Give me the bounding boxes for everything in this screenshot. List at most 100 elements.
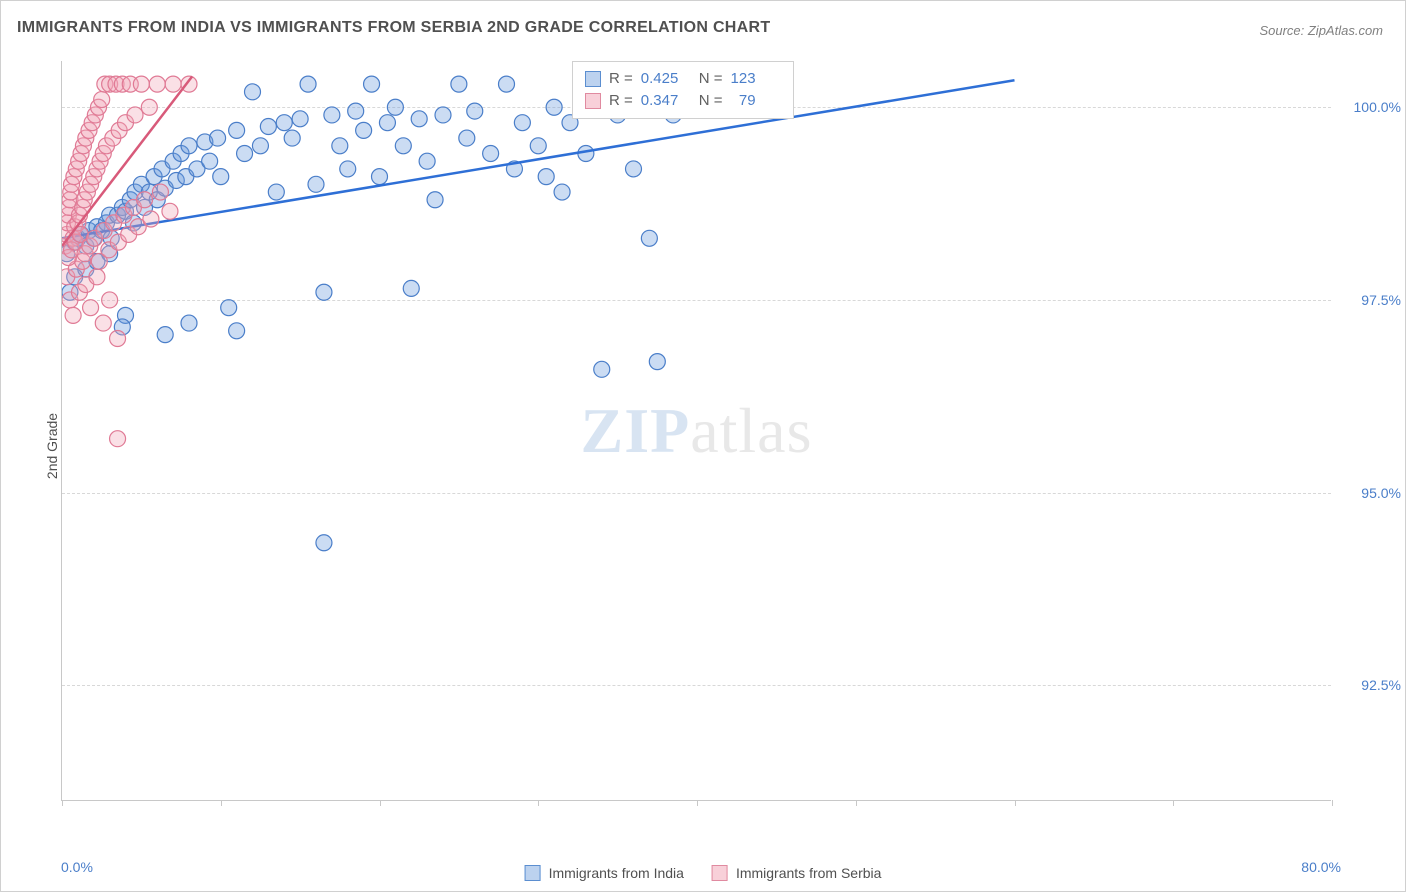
data-point xyxy=(538,169,554,185)
data-point xyxy=(372,169,388,185)
y-tick-label: 95.0% xyxy=(1341,485,1401,501)
data-point xyxy=(210,130,226,146)
data-point xyxy=(308,176,324,192)
data-point xyxy=(229,323,245,339)
data-point xyxy=(411,111,427,127)
data-point xyxy=(94,92,110,108)
data-point xyxy=(356,122,372,138)
r-label: R = xyxy=(609,90,633,112)
data-point xyxy=(427,192,443,208)
x-min-label: 0.0% xyxy=(61,859,93,875)
data-point xyxy=(292,111,308,127)
data-point xyxy=(395,138,411,154)
data-point xyxy=(316,535,332,551)
data-point xyxy=(95,315,111,331)
n-label: N = xyxy=(699,68,723,90)
y-tick-label: 92.5% xyxy=(1341,677,1401,693)
data-point xyxy=(340,161,356,177)
data-point xyxy=(143,211,159,227)
r-value-serbia: 0.347 xyxy=(641,90,691,112)
r-label: R = xyxy=(609,68,633,90)
scatter-svg xyxy=(62,61,1331,800)
n-value-india: 123 xyxy=(731,68,781,90)
data-point xyxy=(530,138,546,154)
swatch-blue-icon xyxy=(525,865,541,881)
swatch-pink-icon xyxy=(712,865,728,881)
data-point xyxy=(379,115,395,131)
chart-title: IMMIGRANTS FROM INDIA VS IMMIGRANTS FROM… xyxy=(17,19,770,37)
data-point xyxy=(284,130,300,146)
swatch-blue-icon xyxy=(585,71,601,87)
plot-area: ZIPatlas R = 0.425 N = 123 R = 0.347 N =… xyxy=(61,61,1331,801)
data-point xyxy=(110,331,126,347)
data-point xyxy=(181,315,197,331)
data-point xyxy=(137,192,153,208)
legend-item-serbia: Immigrants from Serbia xyxy=(712,865,881,881)
data-point xyxy=(165,76,181,92)
data-point xyxy=(649,354,665,370)
data-point xyxy=(554,184,570,200)
data-point xyxy=(546,99,562,115)
n-value-serbia: 79 xyxy=(731,90,781,112)
legend-label-serbia: Immigrants from Serbia xyxy=(736,865,881,881)
data-point xyxy=(110,431,126,447)
data-point xyxy=(237,146,253,162)
data-point xyxy=(419,153,435,169)
x-tick xyxy=(697,800,698,806)
x-tick xyxy=(1173,800,1174,806)
data-point xyxy=(221,300,237,316)
data-point xyxy=(348,103,364,119)
y-axis-title: 2nd Grade xyxy=(44,413,60,479)
data-point xyxy=(252,138,268,154)
data-point xyxy=(202,153,218,169)
data-point xyxy=(594,361,610,377)
source-attribution: Source: ZipAtlas.com xyxy=(1259,23,1383,38)
data-point xyxy=(435,107,451,123)
data-point xyxy=(499,76,515,92)
data-point xyxy=(89,269,105,285)
r-value-india: 0.425 xyxy=(641,68,691,90)
data-point xyxy=(276,115,292,131)
data-point xyxy=(141,99,157,115)
x-tick xyxy=(221,800,222,806)
swatch-pink-icon xyxy=(585,93,601,109)
data-point xyxy=(102,292,118,308)
n-label: N = xyxy=(699,90,723,112)
data-point xyxy=(245,84,261,100)
data-point xyxy=(514,115,530,131)
data-point xyxy=(229,122,245,138)
data-point xyxy=(133,76,149,92)
data-point xyxy=(300,76,316,92)
data-point xyxy=(626,161,642,177)
data-point xyxy=(364,76,380,92)
data-point xyxy=(459,130,475,146)
data-point xyxy=(181,138,197,154)
data-point xyxy=(324,107,340,123)
data-point xyxy=(162,203,178,219)
data-point xyxy=(83,300,99,316)
y-tick-label: 97.5% xyxy=(1341,292,1401,308)
legend-bottom: Immigrants from India Immigrants from Se… xyxy=(525,865,882,881)
legend-label-india: Immigrants from India xyxy=(549,865,684,881)
data-point xyxy=(467,103,483,119)
data-point xyxy=(157,327,173,343)
chart-container: IMMIGRANTS FROM INDIA VS IMMIGRANTS FROM… xyxy=(0,0,1406,892)
data-point xyxy=(483,146,499,162)
data-point xyxy=(127,107,143,123)
data-point xyxy=(268,184,284,200)
legend-stats: R = 0.425 N = 123 R = 0.347 N = 79 xyxy=(572,61,794,119)
data-point xyxy=(451,76,467,92)
data-point xyxy=(641,230,657,246)
legend-item-india: Immigrants from India xyxy=(525,865,684,881)
data-point xyxy=(65,307,81,323)
data-point xyxy=(260,119,276,135)
data-point xyxy=(149,76,165,92)
x-tick xyxy=(538,800,539,806)
data-point xyxy=(213,169,229,185)
data-point xyxy=(387,99,403,115)
data-point xyxy=(403,280,419,296)
data-point xyxy=(332,138,348,154)
legend-stats-row-serbia: R = 0.347 N = 79 xyxy=(585,90,781,112)
x-tick xyxy=(62,800,63,806)
x-tick xyxy=(380,800,381,806)
